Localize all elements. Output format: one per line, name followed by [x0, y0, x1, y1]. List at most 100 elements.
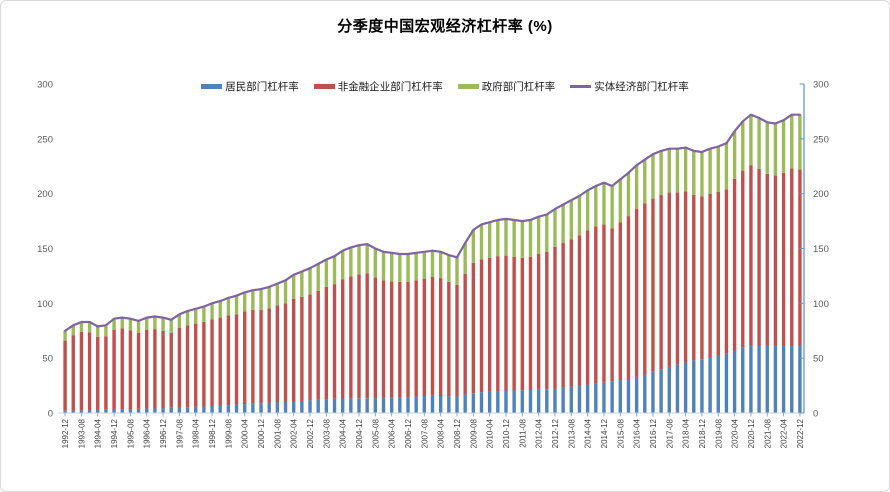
bar-corporate	[96, 336, 100, 410]
bar-corporate	[741, 170, 745, 348]
bar-household	[463, 394, 467, 413]
bar-corporate	[618, 222, 622, 381]
bar-corporate	[218, 317, 222, 406]
bar-government	[96, 326, 100, 337]
bar-household	[487, 391, 492, 413]
x-tick-label: 1995-08	[126, 418, 135, 448]
x-tick-label: 1999-08	[224, 418, 233, 448]
bar-government	[528, 219, 533, 257]
bar-corporate	[504, 255, 508, 391]
x-tick-label: 2020-12	[747, 418, 756, 448]
bar-government	[545, 214, 549, 252]
bar-government	[406, 253, 410, 282]
x-tick-label: 2017-08	[665, 418, 674, 448]
bar-government	[153, 316, 157, 330]
bar-government	[430, 250, 435, 278]
x-tick-label: 2018-12	[698, 418, 707, 448]
bar-corporate	[471, 262, 476, 394]
x-tick-label: 2009-08	[469, 418, 478, 448]
bar-government	[790, 114, 794, 169]
bar-corporate	[455, 284, 459, 397]
bar-corporate	[683, 191, 688, 363]
bar-household	[667, 366, 671, 413]
bar-corporate	[798, 169, 802, 346]
x-tick-label: 2018-04	[682, 418, 691, 448]
bar-corporate	[430, 277, 435, 396]
bar-corporate	[765, 173, 769, 346]
bar-household	[798, 345, 802, 413]
bar-corporate	[553, 246, 557, 389]
x-tick-label: 2016-04	[633, 418, 642, 448]
bar-household	[120, 409, 124, 413]
bar-government	[798, 114, 802, 170]
bar-government	[202, 306, 206, 322]
bar-government	[716, 146, 720, 193]
bar-corporate	[332, 284, 337, 399]
bar-government	[243, 292, 247, 312]
bar-government	[112, 318, 116, 330]
x-tick-label: 2012-12	[551, 418, 560, 448]
bar-household	[536, 389, 541, 413]
bar-household	[757, 345, 761, 413]
x-tick-label: 2012-04	[535, 418, 544, 448]
bar-corporate	[226, 315, 231, 406]
bar-government	[577, 195, 582, 236]
bar-corporate	[463, 273, 467, 395]
bar-corporate	[708, 193, 712, 358]
bar-government	[553, 209, 557, 247]
bar-government	[708, 148, 712, 194]
bar-government	[136, 320, 141, 333]
bar-corporate	[243, 311, 247, 405]
bar-household	[430, 395, 435, 413]
bar-household	[724, 353, 729, 413]
bar-household	[773, 345, 778, 413]
bar-corporate	[749, 165, 753, 346]
x-tick-label: 2021-08	[763, 418, 772, 448]
x-tick-label: 1993-08	[77, 418, 86, 448]
bar-government	[757, 117, 761, 169]
legend-item-government: 政府部门杠杆率	[457, 79, 555, 94]
bar-household	[781, 345, 786, 413]
bar-corporate	[659, 194, 663, 370]
bar-household	[471, 393, 476, 413]
bar-government	[259, 289, 263, 310]
bar-corporate	[340, 279, 345, 399]
bar-household	[324, 399, 329, 413]
bar-government	[479, 224, 484, 260]
legend-label-total: 实体经济部门杠杆率	[594, 81, 689, 93]
bar-government	[741, 121, 745, 171]
x-tick-label: 1994-04	[94, 418, 103, 448]
bar-household	[259, 403, 263, 413]
bar-government	[340, 250, 345, 280]
bar-corporate	[71, 335, 75, 411]
bar-household	[634, 376, 639, 413]
bar-household	[790, 345, 794, 413]
bar-government	[389, 252, 394, 282]
bar-household	[716, 355, 720, 413]
bar-household	[561, 387, 565, 413]
bar-corporate	[153, 329, 157, 409]
bar-household	[528, 389, 533, 413]
x-tick-label: 2002-04	[290, 418, 299, 448]
bar-corporate	[316, 290, 320, 400]
bar-government	[438, 251, 443, 279]
bar-government	[251, 290, 255, 310]
y-tick-label-right: 50	[813, 354, 824, 365]
bar-household	[626, 379, 631, 413]
bar-government	[585, 190, 590, 231]
bar-household	[210, 405, 214, 413]
chart-title: 分季度中国宏观经济杠杆率 (%)	[337, 18, 553, 35]
bar-corporate	[161, 330, 165, 409]
bar-corporate	[259, 309, 263, 404]
bar-government	[667, 148, 671, 193]
bar-corporate	[610, 228, 614, 382]
bar-government	[120, 317, 124, 329]
bar-corporate	[324, 286, 329, 400]
bar-household	[692, 360, 696, 413]
x-tick-label: 2010-12	[502, 418, 511, 448]
x-tick-label: 2020-04	[731, 418, 740, 448]
bar-household	[577, 385, 582, 413]
total-line	[63, 113, 802, 332]
bar-corporate	[773, 175, 778, 346]
